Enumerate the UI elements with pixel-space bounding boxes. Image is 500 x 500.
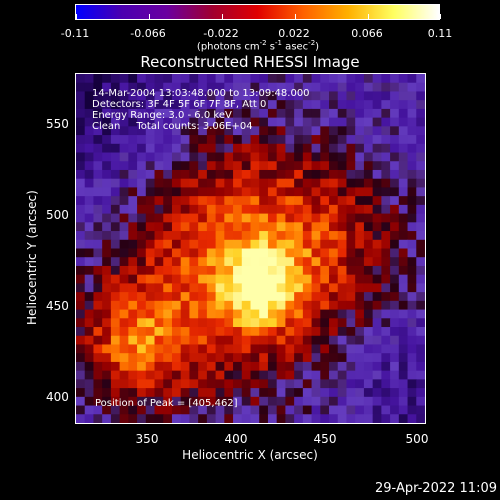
colorbar-tick	[222, 14, 223, 19]
colorbar-tick-label: 0.022	[278, 27, 310, 40]
colorbar-tick	[368, 14, 369, 19]
colorbar-tick-label: -0.022	[203, 27, 239, 40]
info-energy-range: Energy Range: 3.0 - 6.0 keV	[92, 110, 232, 121]
footer-timestamp: 29-Apr-2022 11:09	[375, 481, 497, 496]
x-axis-label: Heliocentric X (arcsec)	[182, 448, 318, 462]
colorbar-tick-label: 0.066	[351, 27, 383, 40]
colorbar-tick	[295, 14, 296, 19]
y-axis-label: Heliocentric Y (arcsec)	[25, 190, 39, 325]
colorbar	[75, 4, 441, 20]
x-tick-label: 500	[405, 432, 429, 446]
y-tick-label: 450	[46, 299, 69, 313]
y-tick-label: 400	[46, 390, 69, 404]
colorbar-tick-labels: -0.11 -0.066 -0.022 0.022 0.066 0.11	[0, 0, 500, 40]
image-title: Reconstructed RHESSI Image	[140, 53, 360, 71]
colorbar-tick-label: -0.11	[60, 27, 90, 40]
y-tick-label: 500	[46, 208, 69, 222]
x-tick-label: 350	[135, 432, 159, 446]
colorbar-units: (photons cm-2 s-1 asec-2)	[196, 39, 320, 53]
info-time-range: 14-Mar-2004 13:03:48.000 to 13:09:48.000	[92, 88, 310, 99]
info-method: Clean	[92, 121, 121, 132]
colorbar-tick	[76, 14, 77, 19]
x-tick-label: 450	[313, 432, 337, 446]
peak-position: Position of Peak = [405,462]	[95, 398, 238, 409]
info-detectors: Detectors: 3F 4F 5F 6F 7F 8F, Att 0	[92, 99, 267, 110]
x-tick-label: 400	[224, 432, 248, 446]
image-plot[interactable]	[75, 73, 426, 424]
info-clean-counts: Clean Total counts: 3.06E+04	[92, 121, 253, 132]
y-tick-label: 550	[46, 117, 69, 131]
colorbar-tick	[149, 14, 150, 19]
colorbar-tick-label: 0.11	[427, 27, 453, 40]
info-total-counts: Total counts: 3.06E+04	[136, 121, 253, 132]
heatmap-image	[76, 74, 425, 423]
colorbar-tick	[440, 14, 441, 19]
colorbar-tick-label: -0.066	[130, 27, 166, 40]
